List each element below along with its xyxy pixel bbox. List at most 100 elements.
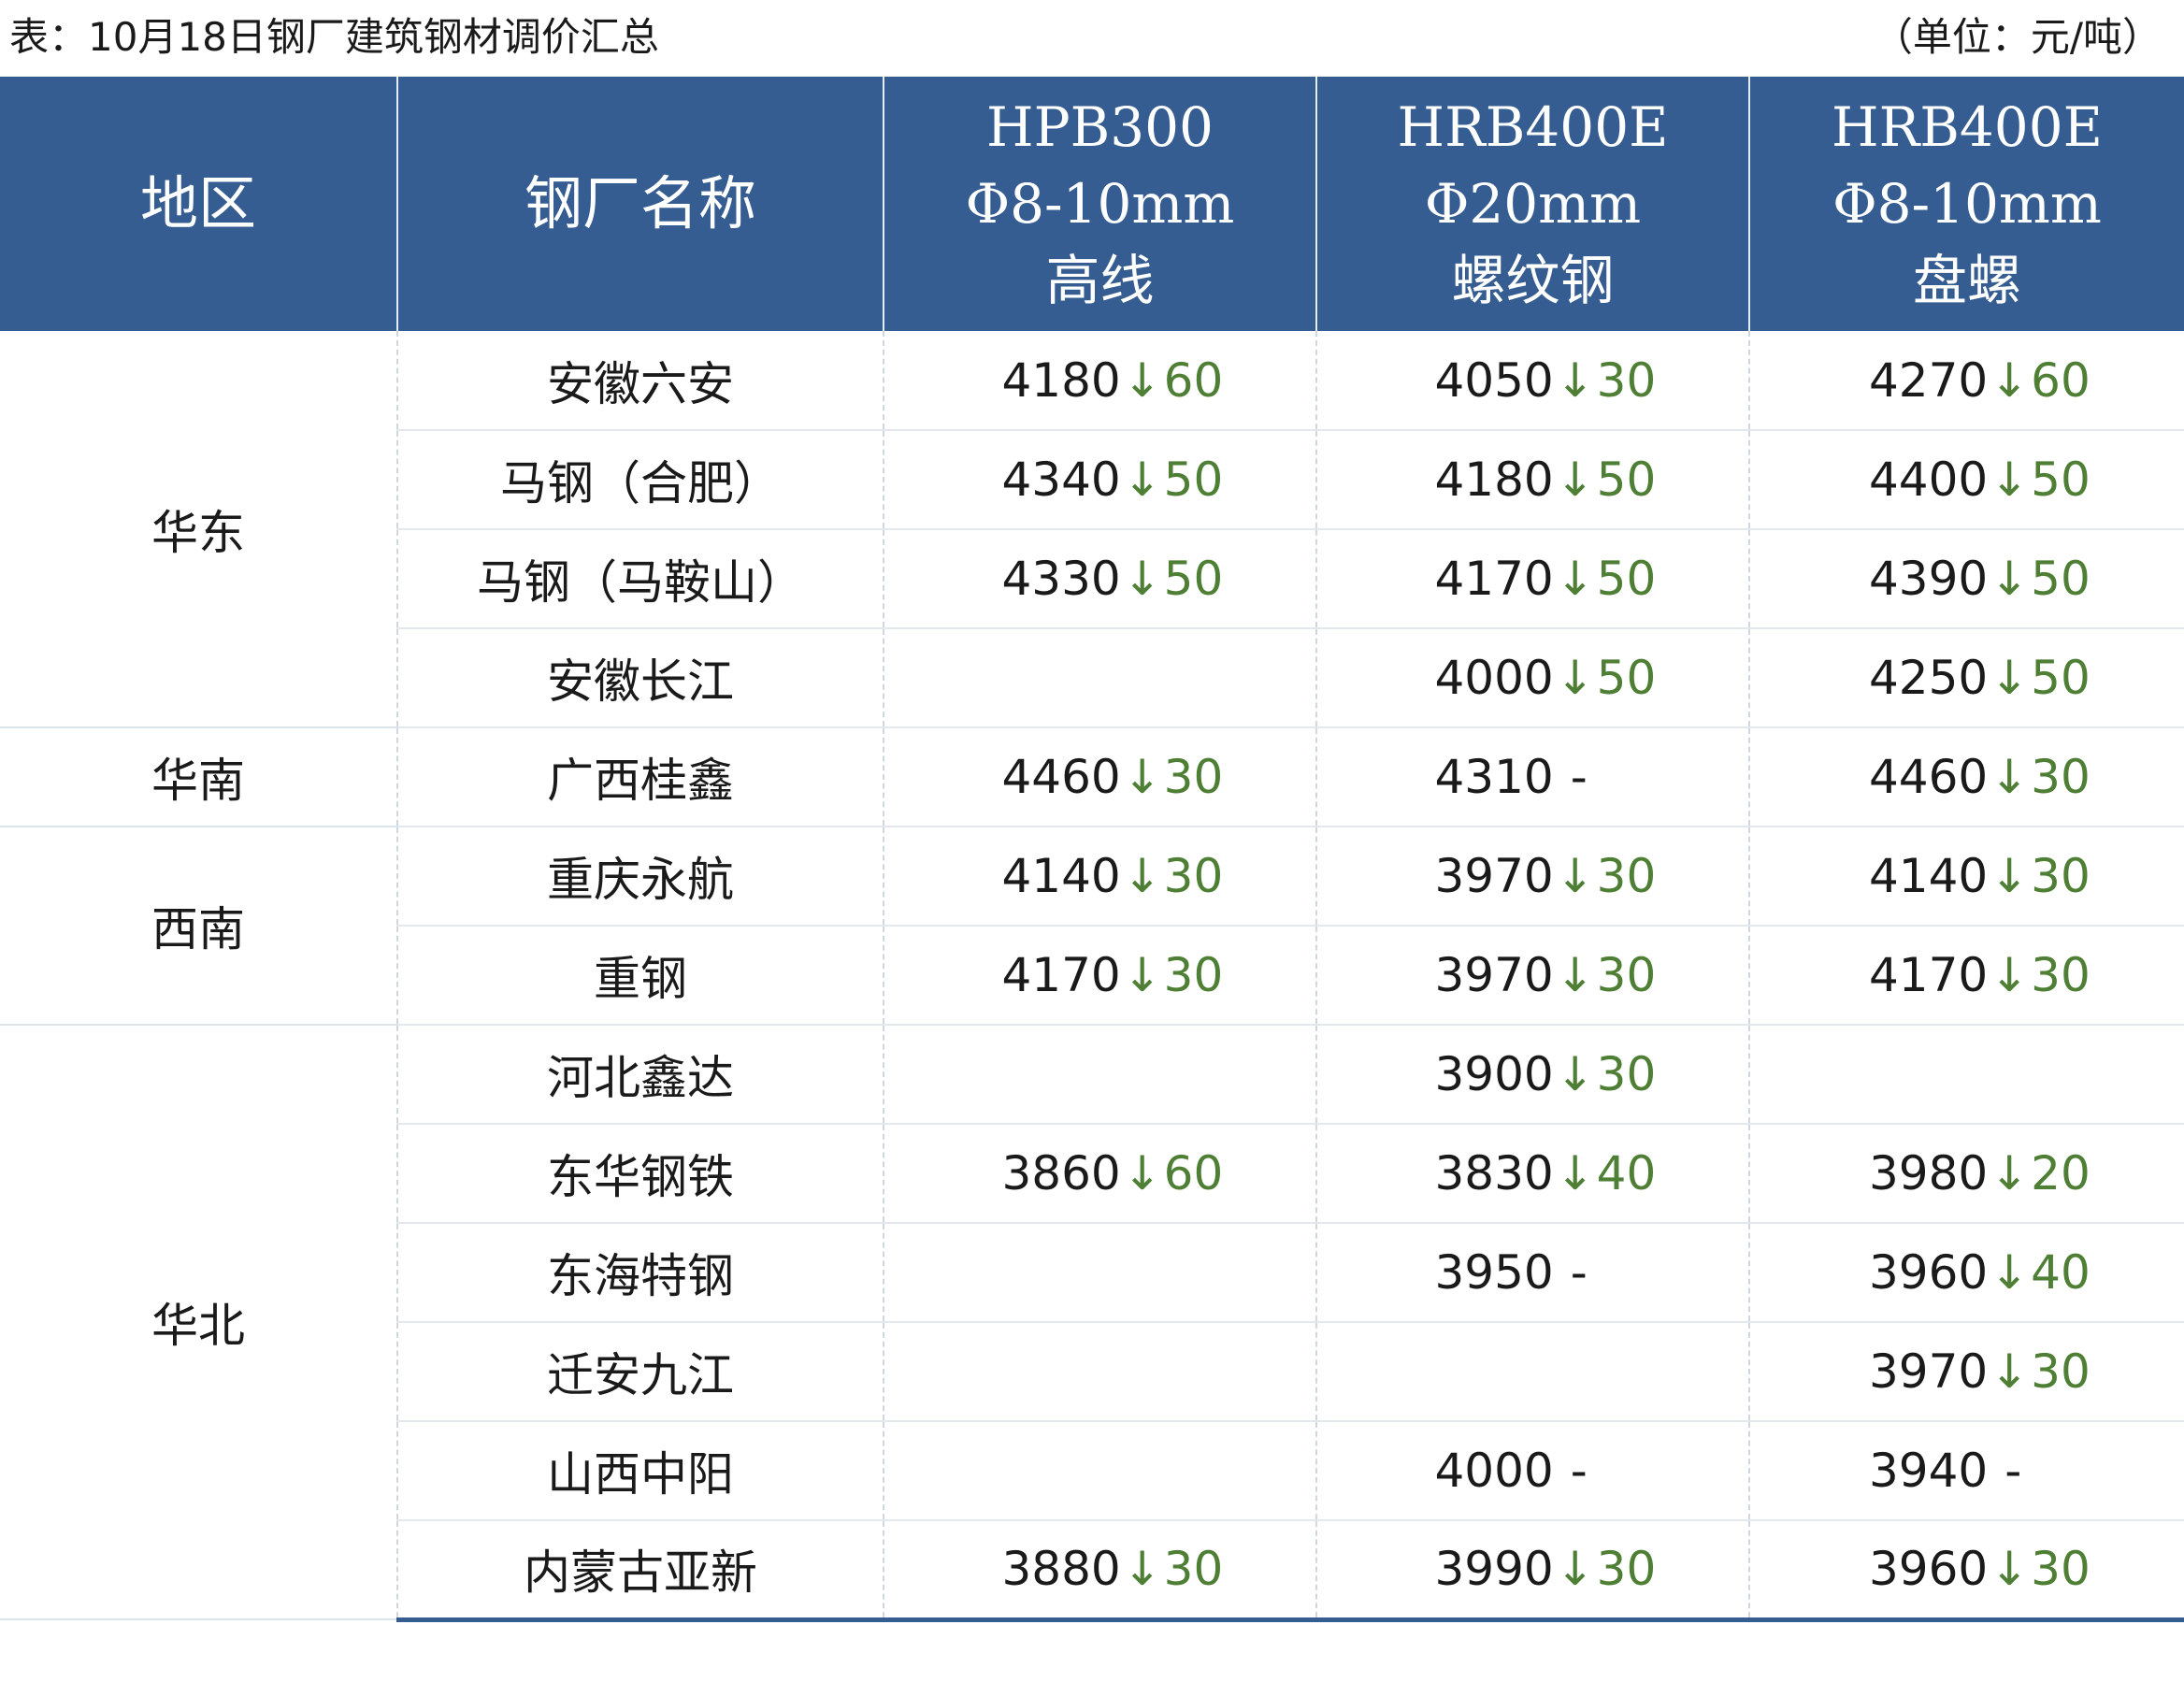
price-cell-hpb300: 3860↓60 <box>883 1124 1316 1224</box>
table-row: 马钢（合肥） 4340↓50 4180↓50 4400↓50 <box>0 430 2184 530</box>
mill-name-cell: 广西桂鑫 <box>396 727 884 827</box>
price-value: 3900↓30 <box>1407 1047 1660 1101</box>
arrow-down-icon: ↓ <box>1555 352 1595 408</box>
table-caption: 表：10月18日钢厂建筑钢材调价汇总 （单位：元/吨） <box>0 0 2184 77</box>
price-change: 50 <box>2031 552 2091 606</box>
header-row: 地区 钢厂名称 HPB300 Φ8-10mm 高线 HRB400E Φ20mm … <box>0 77 2184 331</box>
price-number: 4400 <box>1869 453 1989 507</box>
arrow-down-icon: ↓ <box>1990 1146 2030 1200</box>
table-row: 华南 广西桂鑫 4460↓30 4310- 4460↓30 <box>0 727 2184 827</box>
price-cell-hrb400e-20mm: 4050↓30 <box>1315 331 1749 431</box>
price-value: 3980↓20 <box>1841 1146 2093 1200</box>
price-value: 4180↓60 <box>974 353 1227 408</box>
price-change: 50 <box>2031 453 2091 507</box>
mill-name-cell: 重钢 <box>396 926 884 1026</box>
region-cell: 华南 <box>0 727 397 827</box>
price-number: 4000 <box>1434 1444 1554 1498</box>
price-number: 4170 <box>1001 948 1121 1002</box>
price-change: 30 <box>2031 948 2091 1002</box>
price-change: 50 <box>1596 552 1657 606</box>
price-value: 4390↓50 <box>1841 552 2093 606</box>
arrow-down-icon: ↓ <box>1990 1542 2030 1597</box>
price-adjustment-table: 地区 钢厂名称 HPB300 Φ8-10mm 高线 HRB400E Φ20mm … <box>0 77 2184 1622</box>
price-value: 4180↓50 <box>1407 453 1660 507</box>
table-body: 华东 安徽六安 4180↓60 4050↓30 4270↓60 马钢（合肥） 4340↓50… <box>0 331 2184 1622</box>
price-cell-hpb300 <box>883 628 1316 728</box>
price-cell-hrb400e-8-10mm <box>1748 1025 2184 1125</box>
price-change: 50 <box>2031 651 2091 705</box>
price-value: 4170↓30 <box>1841 948 2093 1002</box>
price-cell-hrb400e-20mm: 3970↓30 <box>1315 926 1749 1026</box>
price-value: 3860↓60 <box>974 1146 1227 1200</box>
price-number: 4340 <box>1001 453 1121 507</box>
price-cell-hrb400e-20mm: 4310- <box>1315 727 1749 827</box>
price-value: 3990↓30 <box>1407 1542 1660 1596</box>
price-cell-hrb400e-8-10mm: 4170↓30 <box>1748 926 2184 1026</box>
price-value: 4460↓30 <box>1841 750 2093 804</box>
price-number: 3960 <box>1869 1245 1989 1300</box>
table-row: 华北 河北鑫达 3900↓30 <box>0 1025 2184 1620</box>
price-change: 60 <box>1163 352 1224 408</box>
arrow-down-icon: ↓ <box>1122 750 1162 804</box>
table-row: 西南 重庆永航 4140↓30 3970↓30 4140↓30 <box>0 827 2184 1026</box>
price-cell-hrb400e-8-10mm: 4250↓50 <box>1748 628 2184 728</box>
price-value: 4170↓30 <box>974 948 1227 1002</box>
region-cell: 华北 <box>0 1025 397 1620</box>
arrow-down-icon: ↓ <box>1555 948 1595 1002</box>
table-row: 迁安九江 3970↓30 <box>0 1322 2184 1422</box>
price-value: 3940- <box>1841 1444 2093 1498</box>
price-number: 4000 <box>1434 651 1554 705</box>
price-cell-hrb400e-8-10mm: 3960↓40 <box>1748 1223 2184 1323</box>
price-cell-hrb400e-8-10mm: 3960↓30 <box>1748 1520 2184 1622</box>
arrow-down-icon: ↓ <box>1555 1047 1595 1101</box>
price-value: 4050↓30 <box>1407 353 1660 408</box>
price-number: 4140 <box>1001 849 1121 903</box>
table-row: 内蒙古亚新 3880↓30 3990↓30 3960↓30 <box>0 1520 2184 1622</box>
price-cell-hpb300 <box>883 1025 1316 1125</box>
price-number: 4170 <box>1434 552 1554 606</box>
price-cell-hrb400e-20mm: 4180↓50 <box>1315 430 1749 530</box>
table-row: 马钢（马鞍山） 4330↓50 4170↓50 4390↓50 <box>0 529 2184 629</box>
price-cell-hrb400e-8-10mm: 4400↓50 <box>1748 430 2184 530</box>
price-number: 3970 <box>1434 849 1554 903</box>
price-change: 30 <box>1163 849 1224 903</box>
arrow-down-icon: ↓ <box>1122 1542 1162 1597</box>
price-change: 60 <box>1163 1146 1224 1200</box>
price-value: 4460↓30 <box>974 750 1227 804</box>
price-number: 4140 <box>1869 849 1989 903</box>
price-value: 4140↓30 <box>974 849 1227 903</box>
mill-name-cell: 河北鑫达 <box>396 1025 884 1125</box>
price-number: 3940 <box>1869 1444 1989 1498</box>
price-cell-hrb400e-8-10mm: 4460↓30 <box>1748 727 2184 827</box>
price-change: 30 <box>1596 1542 1657 1597</box>
price-cell-hrb400e-20mm: 3990↓30 <box>1315 1520 1749 1622</box>
price-value: 4250↓50 <box>1841 651 2093 705</box>
price-cell-hrb400e-8-10mm: 3940- <box>1748 1421 2184 1521</box>
region-cell: 西南 <box>0 827 397 1026</box>
mill-name-cell: 东海特钢 <box>396 1223 884 1323</box>
header-hrb400e-8-10mm: HRB400E Φ8-10mm 盘螺 <box>1748 77 2184 331</box>
price-value: 3880↓30 <box>974 1542 1227 1596</box>
price-number: 4050 <box>1434 352 1554 408</box>
price-change: 30 <box>1596 948 1657 1002</box>
price-change: 40 <box>2031 1245 2091 1300</box>
price-value: 3960↓40 <box>1841 1245 2093 1300</box>
price-change: 30 <box>2031 750 2091 804</box>
price-change: 30 <box>2031 849 2091 903</box>
price-cell-hrb400e-20mm: 3970↓30 <box>1315 827 1749 927</box>
no-change-mark: - <box>1570 1245 1588 1300</box>
arrow-down-icon: ↓ <box>1122 849 1162 903</box>
price-cell-hpb300: 4460↓30 <box>883 727 1316 827</box>
no-change-mark: - <box>1570 750 1588 804</box>
no-change-mark: - <box>1570 1444 1588 1498</box>
price-cell-hrb400e-20mm: 3900↓30 <box>1315 1025 1749 1125</box>
price-change: 30 <box>1596 352 1657 408</box>
price-change: 40 <box>1596 1146 1657 1200</box>
price-change: 30 <box>2031 1344 2091 1399</box>
price-number: 4170 <box>1869 948 1989 1002</box>
mill-name-cell: 内蒙古亚新 <box>396 1520 884 1622</box>
price-change: 50 <box>1163 552 1224 606</box>
arrow-down-icon: ↓ <box>1990 849 2030 903</box>
table-row: 山西中阳 4000-3940- <box>0 1421 2184 1521</box>
arrow-down-icon: ↓ <box>1122 453 1162 507</box>
